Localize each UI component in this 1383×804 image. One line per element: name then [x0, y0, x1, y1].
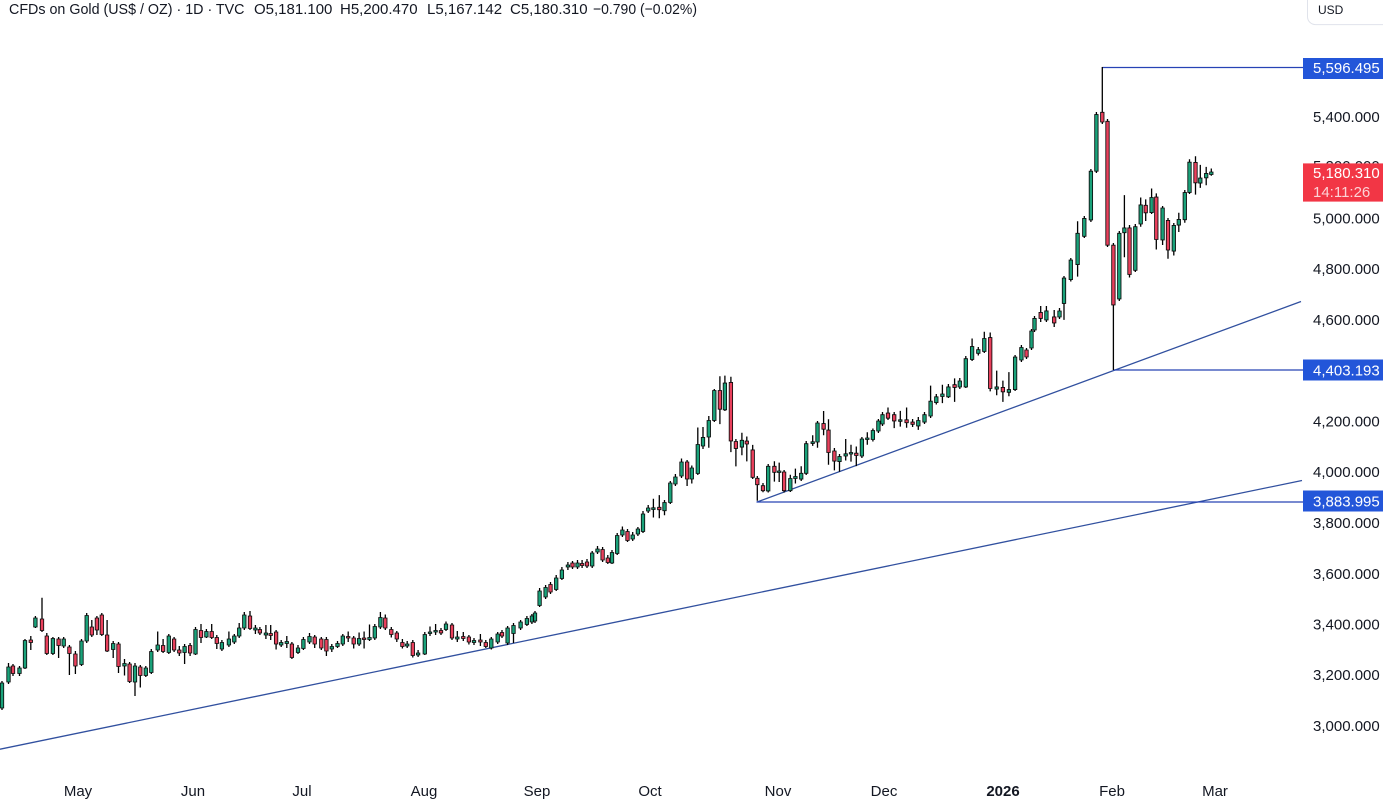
svg-text:3,800.000: 3,800.000 [1313, 515, 1380, 532]
svg-text:Sep: Sep [524, 783, 551, 800]
svg-text:O5,181.100: O5,181.100 [254, 1, 332, 18]
svg-text:2026: 2026 [986, 783, 1019, 800]
svg-text:−0.790 (−0.02%): −0.790 (−0.02%) [593, 1, 697, 18]
svg-text:3,400.000: 3,400.000 [1313, 617, 1380, 634]
svg-text:Jun: Jun [181, 783, 205, 800]
svg-text:Dec: Dec [871, 783, 898, 800]
svg-text:3,600.000: 3,600.000 [1313, 566, 1380, 583]
svg-text:5,400.000: 5,400.000 [1313, 109, 1380, 126]
svg-text:5,180.310: 5,180.310 [1313, 165, 1380, 182]
svg-text:5,596.495: 5,596.495 [1313, 60, 1380, 77]
svg-text:H5,200.470: H5,200.470 [340, 1, 418, 18]
svg-text:4,200.000: 4,200.000 [1313, 414, 1380, 431]
svg-text:C5,180.310: C5,180.310 [510, 1, 588, 18]
svg-text:May: May [64, 783, 93, 800]
svg-text:L5,167.142: L5,167.142 [427, 1, 502, 18]
svg-text:4,600.000: 4,600.000 [1313, 312, 1380, 329]
svg-text:3,200.000: 3,200.000 [1313, 667, 1380, 684]
svg-text:14:11:26: 14:11:26 [1313, 184, 1370, 201]
svg-text:4,800.000: 4,800.000 [1313, 261, 1380, 278]
svg-text:4,403.193: 4,403.193 [1313, 363, 1380, 380]
svg-text:3,000.000: 3,000.000 [1313, 718, 1380, 735]
svg-text:4,000.000: 4,000.000 [1313, 464, 1380, 481]
svg-text:5,000.000: 5,000.000 [1313, 211, 1380, 228]
svg-text:Aug: Aug [411, 783, 438, 800]
svg-text:3,883.995: 3,883.995 [1313, 494, 1380, 511]
svg-text:Oct: Oct [638, 783, 662, 800]
svg-text:Feb: Feb [1099, 783, 1125, 800]
svg-text:Nov: Nov [765, 783, 792, 800]
svg-text:Mar: Mar [1202, 783, 1228, 800]
svg-text:CFDs on Gold (US$ / OZ) · 1D ·: CFDs on Gold (US$ / OZ) · 1D · TVC [9, 1, 245, 18]
svg-text:USD: USD [1318, 3, 1344, 17]
svg-text:Jul: Jul [292, 783, 311, 800]
